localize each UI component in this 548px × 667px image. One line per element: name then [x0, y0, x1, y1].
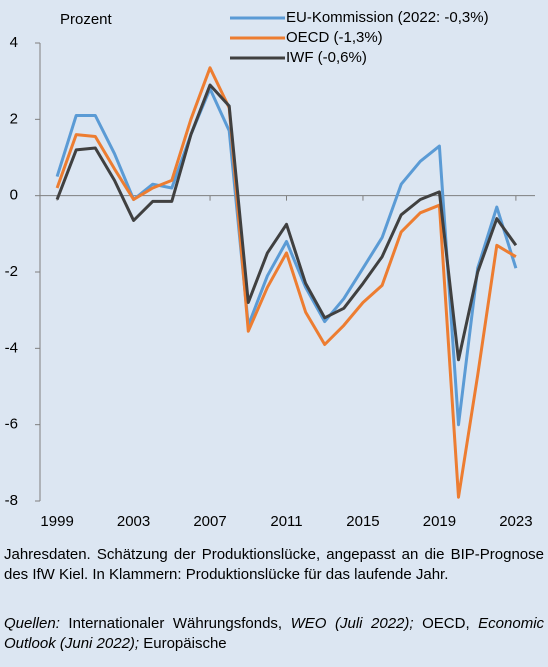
source-part: Internationaler Währungsfonds,: [59, 615, 291, 632]
y-tick-label: 2: [10, 110, 18, 127]
legend-label: OECD (-1,3%): [286, 29, 383, 46]
source-part: OECD,: [413, 615, 479, 632]
y-tick-label: -6: [5, 416, 18, 433]
x-tick-label: 2011: [270, 513, 302, 530]
source-part: Economic Outlook (Juni 2022);: [4, 615, 545, 652]
legend-label: IWF (-0,6%): [286, 49, 367, 66]
y-axis-label: Prozent: [60, 11, 113, 28]
x-tick-label: 2023: [499, 513, 532, 530]
source-part: Quellen:: [4, 615, 60, 632]
note: Jahresdaten. Schätzung der Produktionslü…: [4, 546, 544, 583]
y-tick-label: -2: [5, 263, 18, 280]
y-tick-label: 0: [10, 187, 18, 204]
series-line: [55, 83, 518, 362]
x-tick-label: 2007: [193, 513, 226, 530]
sources: Quellen: Internationaler Währungsfonds, …: [4, 614, 544, 654]
y-tick-label: 4: [10, 34, 18, 51]
y-tick-label: -4: [5, 339, 18, 356]
source-part: Europäische: [139, 635, 227, 652]
legend-label: EU-Kommission (2022: -0,3%): [286, 9, 489, 26]
chart: Prozent 4 2 0 -2 -4 -6 -8 1999 2003 2007 2011 2015 2…: [5, 9, 535, 530]
y-tick-label: -8: [5, 492, 18, 509]
source-part: WEO (Juli 2022);: [290, 615, 414, 632]
x-tick-label: 2003: [117, 513, 150, 530]
series-line: [55, 66, 517, 499]
x-tick-label: 2019: [423, 513, 456, 530]
x-tick-label: 1999: [40, 513, 73, 530]
x-tick-label: 2015: [346, 513, 379, 530]
